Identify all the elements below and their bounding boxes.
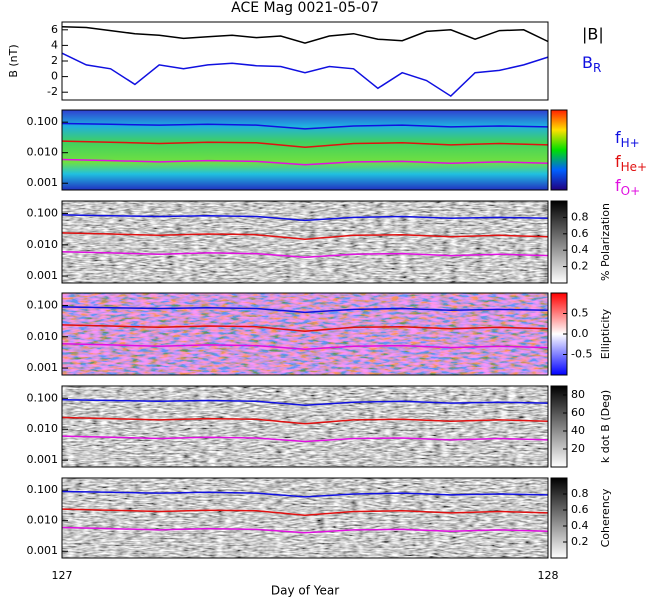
data-line	[61, 342, 549, 350]
data-line	[61, 526, 549, 534]
y-tick-label: 0.100	[27, 391, 59, 404]
y-tick-label: 0.010	[27, 422, 59, 435]
spectrogram-bg	[62, 110, 548, 190]
data-line	[61, 490, 549, 498]
data-line	[61, 416, 549, 425]
plot-frame	[61, 385, 549, 468]
y-tick-label: 6	[51, 23, 58, 36]
data-line	[61, 52, 549, 98]
colorbar	[550, 477, 568, 559]
colorbar-tick-label: 0.4	[571, 519, 589, 532]
colorbar-tick-label: 0.8	[571, 487, 589, 500]
colorbar-tick-label: 0.5	[571, 307, 589, 320]
colorbar-tick-label: 0.6	[571, 227, 589, 240]
plot-frame	[61, 477, 549, 559]
y-tick-label: 0.010	[27, 514, 59, 527]
colorbar-tick-label: 0.0	[571, 327, 589, 340]
colorbar-tick-label: 0.4	[571, 243, 589, 256]
y-tick-label: 0.001	[27, 544, 59, 557]
data-line	[61, 122, 549, 130]
colorbar	[550, 385, 568, 468]
colorbar-tick-label: 60	[571, 406, 585, 419]
y-tick-label: 0.001	[27, 453, 59, 466]
y-tick-label: 0.010	[27, 238, 59, 251]
data-line	[61, 140, 549, 149]
x-axis-label: Day of Year	[271, 584, 339, 598]
y-axis-label: B (nT)	[7, 44, 20, 77]
y-tick-label: -2	[47, 85, 58, 98]
legend-label: fHe+	[615, 152, 647, 174]
colorbar-tick-label: 0.2	[571, 260, 589, 273]
data-line	[61, 324, 549, 332]
y-tick-label: 0.001	[27, 361, 59, 374]
plot-frame	[61, 292, 549, 376]
data-line	[61, 25, 549, 44]
y-tick-label: 0.100	[27, 115, 59, 128]
spectrogram-noise	[62, 386, 548, 467]
colorbar-tick-label: -0.5	[571, 348, 592, 361]
spectrogram-noise	[62, 293, 548, 375]
x-tick-label: 128	[538, 569, 559, 582]
colorbar-label: % Polarization	[599, 203, 612, 281]
data-line	[61, 158, 549, 166]
colorbar-tick-label: 0.6	[571, 503, 589, 516]
legend-label: fH+	[615, 128, 640, 150]
y-tick-label: 0.001	[27, 176, 59, 189]
y-tick-label: 4	[51, 38, 58, 51]
spectrogram-noise	[62, 478, 548, 558]
plot-frame	[61, 200, 549, 284]
colorbar-tick-label: 20	[571, 442, 585, 455]
y-tick-label: 0.001	[27, 269, 59, 282]
colorbar-label: Ellipticity	[599, 308, 612, 359]
plot-frame	[61, 109, 549, 191]
y-tick-label: 2	[51, 54, 58, 67]
colorbar-tick-label: 80	[571, 388, 585, 401]
legend-label: fO+	[615, 176, 640, 198]
colorbar-label: Coherency	[599, 488, 612, 547]
colorbar-label: k dot B (Deg)	[599, 390, 612, 463]
y-tick-label: 0	[51, 70, 58, 83]
colorbar-tick-label: 0.2	[571, 535, 589, 548]
x-tick-label: 127	[52, 569, 73, 582]
data-line	[61, 435, 549, 443]
data-line	[61, 306, 549, 314]
legend-label: |B|	[582, 25, 604, 44]
data-line	[61, 398, 549, 406]
data-line	[61, 214, 549, 222]
colorbar-tick-label: 40	[571, 424, 585, 437]
chart-title: ACE Mag 0021-05-07	[231, 0, 379, 16]
y-tick-label: 0.010	[27, 146, 59, 159]
colorbar	[550, 109, 568, 191]
legend-label: BR	[582, 53, 601, 75]
y-tick-label: 0.100	[27, 483, 59, 496]
colorbar	[550, 200, 568, 284]
y-tick-label: 0.100	[27, 298, 59, 311]
colorbar-tick-label: 0.8	[571, 210, 589, 223]
y-tick-label: 0.010	[27, 330, 59, 343]
data-line	[61, 250, 549, 258]
spectrogram-noise	[62, 201, 548, 283]
data-line	[61, 232, 549, 240]
y-tick-label: 0.100	[27, 206, 59, 219]
data-line	[61, 508, 549, 517]
